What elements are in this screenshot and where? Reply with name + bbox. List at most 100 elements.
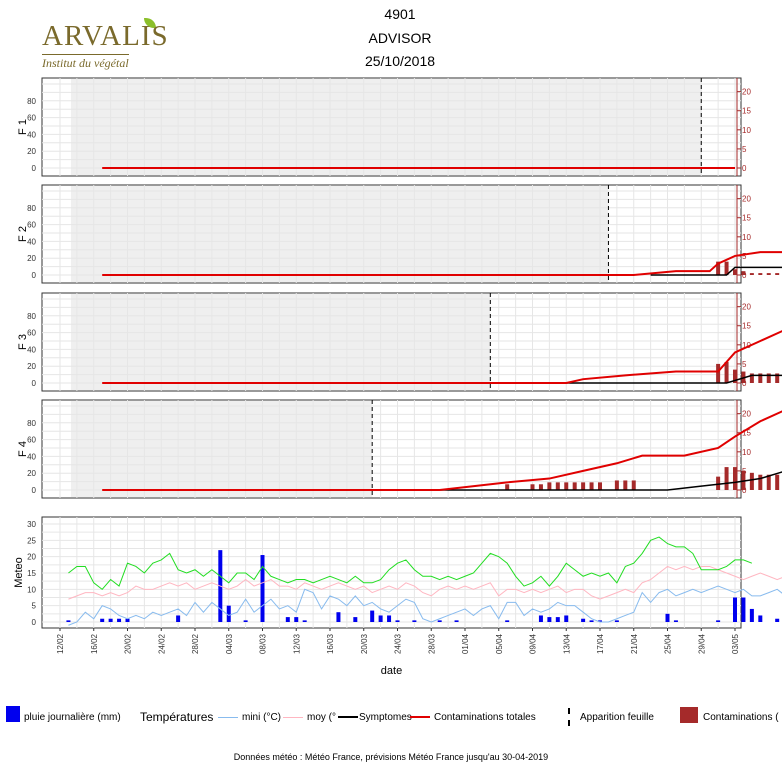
right-tick-label: 5 [742, 360, 747, 369]
right-tick-label: 20 [742, 88, 751, 97]
left-tick-label: 40 [27, 130, 36, 139]
left-tick-label: 80 [27, 204, 36, 213]
logo-subtitle: Institut du végétal [42, 54, 129, 70]
contam-total-line [102, 251, 782, 276]
x-tick-label: 16/03 [326, 633, 335, 654]
x-tick-label: 24/03 [394, 633, 403, 654]
rain-bar [673, 620, 678, 622]
x-tick-label: 20/02 [124, 633, 133, 654]
rain-bar [775, 618, 780, 622]
panel-2: 0 20 40 60 80 0 5 10 15 20 F 2 [17, 184, 782, 284]
meteo-tick-label: 10 [27, 585, 36, 594]
contam-bar [555, 482, 560, 490]
contam-bar [766, 273, 771, 275]
x-axis-label: date [381, 665, 402, 677]
right-tick-label: 15 [742, 322, 751, 331]
legend-symptoms-swatch [338, 716, 358, 718]
legend-tmin-swatch [218, 717, 238, 718]
rain-bar [378, 615, 383, 622]
left-tick-label: 60 [27, 329, 36, 338]
left-tick-label: 0 [32, 379, 37, 388]
panel-label: F 4 [17, 441, 29, 457]
right-tick-label: 0 [742, 164, 747, 173]
rain-bar [243, 620, 248, 622]
x-tick-label: 05/04 [495, 633, 504, 654]
panel-label: F 3 [17, 334, 29, 350]
right-tick-label: 10 [742, 126, 751, 135]
contam-bar [572, 482, 577, 490]
tmin-line [68, 585, 782, 626]
symptoms-line [650, 266, 782, 276]
contam-bar [733, 269, 737, 275]
right-tick-label: 15 [742, 429, 751, 438]
x-tick-label: 04/03 [225, 633, 234, 654]
right-tick-label: 0 [742, 486, 747, 495]
rain-bar [741, 597, 746, 622]
contam-bar [775, 373, 780, 383]
panel-3: 0 20 40 60 80 0 5 10 15 20 F 3 [17, 292, 782, 392]
legend-rain-label: pluie journalière (mm) [24, 712, 121, 723]
footer-note: Données météo : Météo France, prévisions… [233, 752, 549, 762]
rain-bar [733, 597, 737, 622]
legend-contam-swatch [680, 707, 698, 723]
contam-bar [623, 480, 628, 490]
meteo-tick-label: 30 [27, 520, 36, 529]
rain-bar [66, 620, 71, 622]
left-tick-label: 0 [32, 271, 37, 280]
contam-bar [741, 271, 746, 275]
right-tick-label: 10 [742, 448, 751, 457]
title-variety: ADVISOR [368, 30, 432, 46]
rain-bar [555, 617, 560, 622]
meteo-tick-label: 20 [27, 553, 36, 562]
left-tick-label: 80 [27, 312, 36, 321]
panel-label: F 1 [17, 119, 29, 135]
rain-bar [538, 615, 543, 622]
contam-bar [775, 273, 780, 275]
left-tick-label: 40 [27, 345, 36, 354]
contam-bar [766, 474, 771, 490]
legend-tmin-label: mini (°C) [242, 712, 281, 723]
contam-bar [724, 261, 729, 275]
left-tick-label: 20 [27, 469, 36, 478]
contam-bar [758, 373, 763, 383]
contam-bar [589, 482, 594, 490]
contam-bar [749, 472, 754, 490]
x-tick-label: 21/04 [630, 633, 639, 654]
contam-bar [564, 482, 569, 490]
x-tick-label: 29/04 [697, 633, 706, 654]
rain-bar [226, 605, 231, 622]
x-tick-label: 28/02 [191, 633, 200, 654]
right-tick-label: 20 [742, 195, 751, 204]
contam-bar [505, 484, 510, 490]
rain-bar [100, 618, 105, 622]
rain-bar [598, 620, 602, 622]
left-tick-label: 20 [27, 147, 36, 156]
contam-total-line [102, 330, 782, 384]
rain-bar [387, 615, 392, 622]
contam-bar [733, 467, 737, 490]
symptoms-line [439, 471, 782, 491]
legend-tmoy-swatch [283, 717, 303, 718]
legend-symptoms-label: Symptomes [359, 712, 412, 723]
legend-contam-total-swatch [410, 716, 430, 718]
right-tick-label: 10 [742, 341, 751, 350]
rain-bar [589, 620, 594, 622]
panel-1: 0 20 40 60 80 0 5 10 15 20 F 1 [17, 77, 751, 177]
arvalis-logo: ARVALIS Institut du végétal [36, 18, 168, 72]
right-tick-label: 15 [742, 214, 751, 223]
rain-bar [353, 617, 358, 622]
left-tick-label: 80 [27, 97, 36, 106]
rain-bar [412, 620, 417, 622]
rain-bar [302, 620, 307, 622]
legend-appearance-swatch [568, 708, 570, 726]
left-tick-label: 40 [27, 452, 36, 461]
right-tick-label: 0 [742, 379, 747, 388]
left-tick-label: 20 [27, 362, 36, 371]
title-date: 25/10/2018 [364, 53, 436, 69]
contam-bar [724, 467, 729, 490]
x-tick-label: 08/03 [259, 633, 268, 654]
contam-bar [547, 482, 552, 490]
rain-bar [581, 618, 586, 622]
